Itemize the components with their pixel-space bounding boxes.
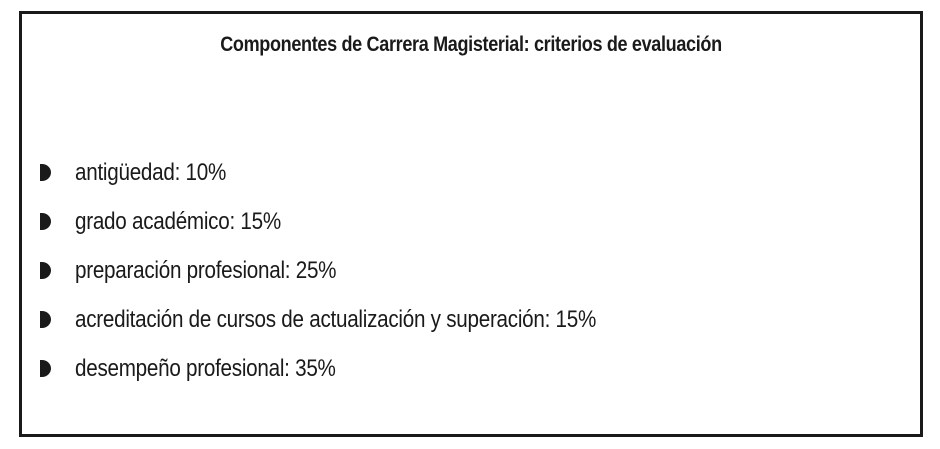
box-title: Componentes de Carrera Magisterial: crit…	[220, 33, 722, 56]
list-item: grado académico: 15%	[40, 197, 681, 246]
list-item: desempeño profesional: 35%	[40, 344, 681, 393]
list-item-label: acreditación de cursos de actualización …	[75, 305, 597, 333]
criteria-list: antigüedad: 10% grado académico: 15% pre…	[40, 148, 681, 393]
half-circle-bullet-icon	[40, 311, 51, 328]
half-circle-bullet-icon	[40, 213, 51, 230]
half-circle-bullet-icon	[40, 262, 51, 279]
half-circle-bullet-icon	[40, 360, 51, 377]
criteria-box: Componentes de Carrera Magisterial: crit…	[19, 11, 923, 437]
list-item: acreditación de cursos de actualización …	[40, 295, 681, 344]
list-item: antigüedad: 10%	[40, 148, 681, 197]
half-circle-bullet-icon	[40, 164, 51, 181]
list-item-label: antigüedad: 10%	[75, 158, 227, 186]
list-item-label: grado académico: 15%	[75, 207, 281, 235]
list-item-label: preparación profesional: 25%	[75, 256, 337, 284]
list-item-label: desempeño profesional: 35%	[75, 354, 336, 382]
list-item: preparación profesional: 25%	[40, 246, 681, 295]
